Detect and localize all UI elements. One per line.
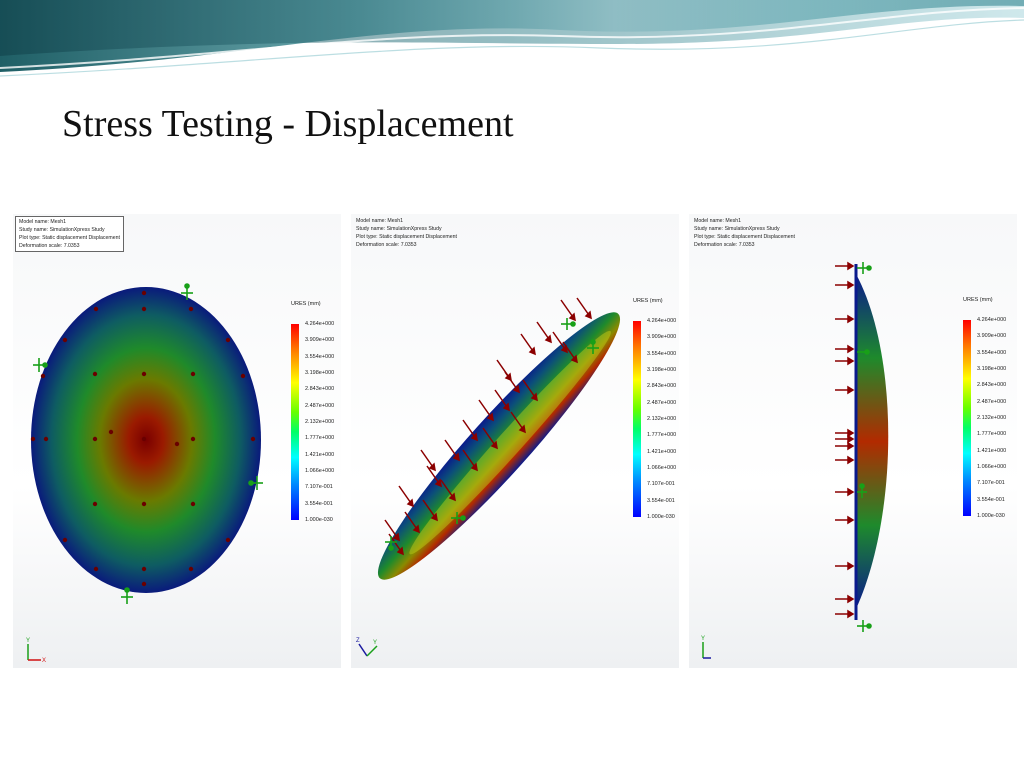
- info-plot-type: Plot type: Static displacement Displacem…: [356, 234, 457, 240]
- simulation-panel-front: Model name: Mesh1 Study name: Simulation…: [13, 214, 341, 668]
- legend-label: 3.909e+000: [305, 337, 335, 344]
- displacement-model-front: [30, 283, 263, 604]
- study-info-box: Model name: Mesh1 Study name: Simulation…: [15, 216, 124, 252]
- info-deformation: Deformation scale: 7.0353: [694, 242, 755, 248]
- legend-label: 2.487e+000: [647, 399, 677, 406]
- legend-label: 2.843e+000: [305, 386, 335, 393]
- legend-color-bar: [963, 320, 971, 516]
- legend-label: 3.554e-001: [977, 496, 1005, 503]
- header-wave-banner: [0, 0, 1024, 80]
- displacement-legend: URES (mm) 4.264e+000 3.909e+000 3.554e+0…: [963, 297, 1017, 537]
- legend-label: 2.132e+000: [977, 415, 1007, 421]
- legend-label: 3.198e+000: [647, 367, 677, 373]
- info-model: Model name: Mesh1: [694, 218, 741, 224]
- axis-label-vertical: Y: [26, 638, 30, 644]
- legend-label: 1.000e-030: [305, 517, 333, 523]
- legend-label: 3.198e+000: [977, 366, 1007, 372]
- legend-label: 4.264e+000: [647, 318, 677, 324]
- legend-label: 2.132e+000: [305, 419, 335, 425]
- legend-label: 3.554e+000: [647, 350, 677, 357]
- legend-title: URES (mm): [633, 298, 663, 304]
- legend-label: 3.554e-001: [647, 497, 675, 504]
- info-plot-type: Plot type: Static displacement Displacem…: [694, 234, 795, 240]
- legend-label: 3.554e+000: [305, 353, 335, 360]
- axis-label-vertical: Z: [356, 638, 360, 644]
- legend-label: 4.264e+000: [977, 317, 1007, 323]
- simulation-panel-isometric: Model name: Mesh1 Study name: Simulation…: [351, 214, 679, 668]
- axis-label-vertical: Y: [701, 636, 705, 642]
- legend-label: 1.421e+000: [977, 447, 1007, 454]
- info-plot-type: Plot type: Static displacement Displacem…: [19, 235, 120, 241]
- legend-label: 7.107e-001: [977, 480, 1005, 487]
- legend-color-bar: [291, 324, 299, 520]
- study-info-box: Model name: Mesh1 Study name: Simulation…: [353, 216, 460, 250]
- info-model: Model name: Mesh1: [356, 218, 403, 224]
- legend-label: 7.107e-001: [647, 481, 675, 488]
- legend-label: 1.421e+000: [305, 451, 335, 458]
- info-study: Study name: SimulationXpress Study: [356, 226, 442, 232]
- axis-triad-icon: Y X: [26, 638, 46, 662]
- info-study: Study name: SimulationXpress Study: [19, 227, 105, 233]
- legend-label: 2.487e+000: [305, 402, 335, 409]
- axis-triad-icon: Y: [701, 636, 711, 659]
- study-info-box: Model name: Mesh1 Study name: Simulation…: [691, 216, 798, 250]
- axis-label-horizontal: Y: [373, 640, 377, 646]
- legend-label: 1.066e+000: [647, 465, 677, 471]
- legend-title: URES (mm): [963, 297, 993, 303]
- legend-color-bar: [633, 321, 641, 517]
- legend-label: 1.777e+000: [305, 435, 335, 442]
- simulation-panel-side: Model name: Mesh1 Study name: Simulation…: [689, 214, 1017, 668]
- legend-label: 1.066e+000: [977, 464, 1007, 470]
- legend-label: 2.843e+000: [977, 382, 1007, 389]
- legend-label: 1.777e+000: [647, 432, 677, 439]
- legend-label: 1.421e+000: [647, 448, 677, 455]
- axis-triad-icon: Z Y: [356, 638, 378, 657]
- legend-label: 1.066e+000: [305, 468, 335, 474]
- info-deformation: Deformation scale: 7.0353: [19, 243, 80, 249]
- legend-label: 3.554e-001: [305, 500, 333, 507]
- info-deformation: Deformation scale: 7.0353: [356, 242, 417, 248]
- axis-label-horizontal: X: [42, 658, 46, 662]
- legend-label: 2.132e+000: [647, 416, 677, 422]
- legend-label: 7.107e-001: [305, 484, 333, 491]
- legend-label: 1.777e+000: [977, 431, 1007, 438]
- legend-label: 3.909e+000: [647, 334, 677, 341]
- legend-label: 4.264e+000: [305, 321, 335, 327]
- legend-title: URES (mm): [291, 301, 321, 307]
- displacement-legend: URES (mm) 4.264e+000 3.909e+000 3.554e+0…: [633, 298, 679, 538]
- legend-label: 1.000e-030: [647, 514, 675, 520]
- legend-label: 3.909e+000: [977, 333, 1007, 340]
- slide-title: Stress Testing - Displacement: [62, 103, 514, 145]
- displacement-model-side: [835, 261, 889, 632]
- legend-label: 2.487e+000: [977, 398, 1007, 405]
- legend-label: 1.000e-030: [977, 513, 1005, 519]
- info-model: Model name: Mesh1: [19, 219, 66, 225]
- info-study: Study name: SimulationXpress Study: [694, 226, 780, 232]
- legend-label: 3.554e+000: [977, 349, 1007, 356]
- displacement-legend: URES (mm) 4.264e+000 3.909e+000 3.554e+0…: [291, 301, 341, 541]
- displacement-model-isometric: [377, 297, 621, 580]
- legend-label: 3.198e+000: [305, 370, 335, 376]
- legend-label: 2.843e+000: [647, 383, 677, 390]
